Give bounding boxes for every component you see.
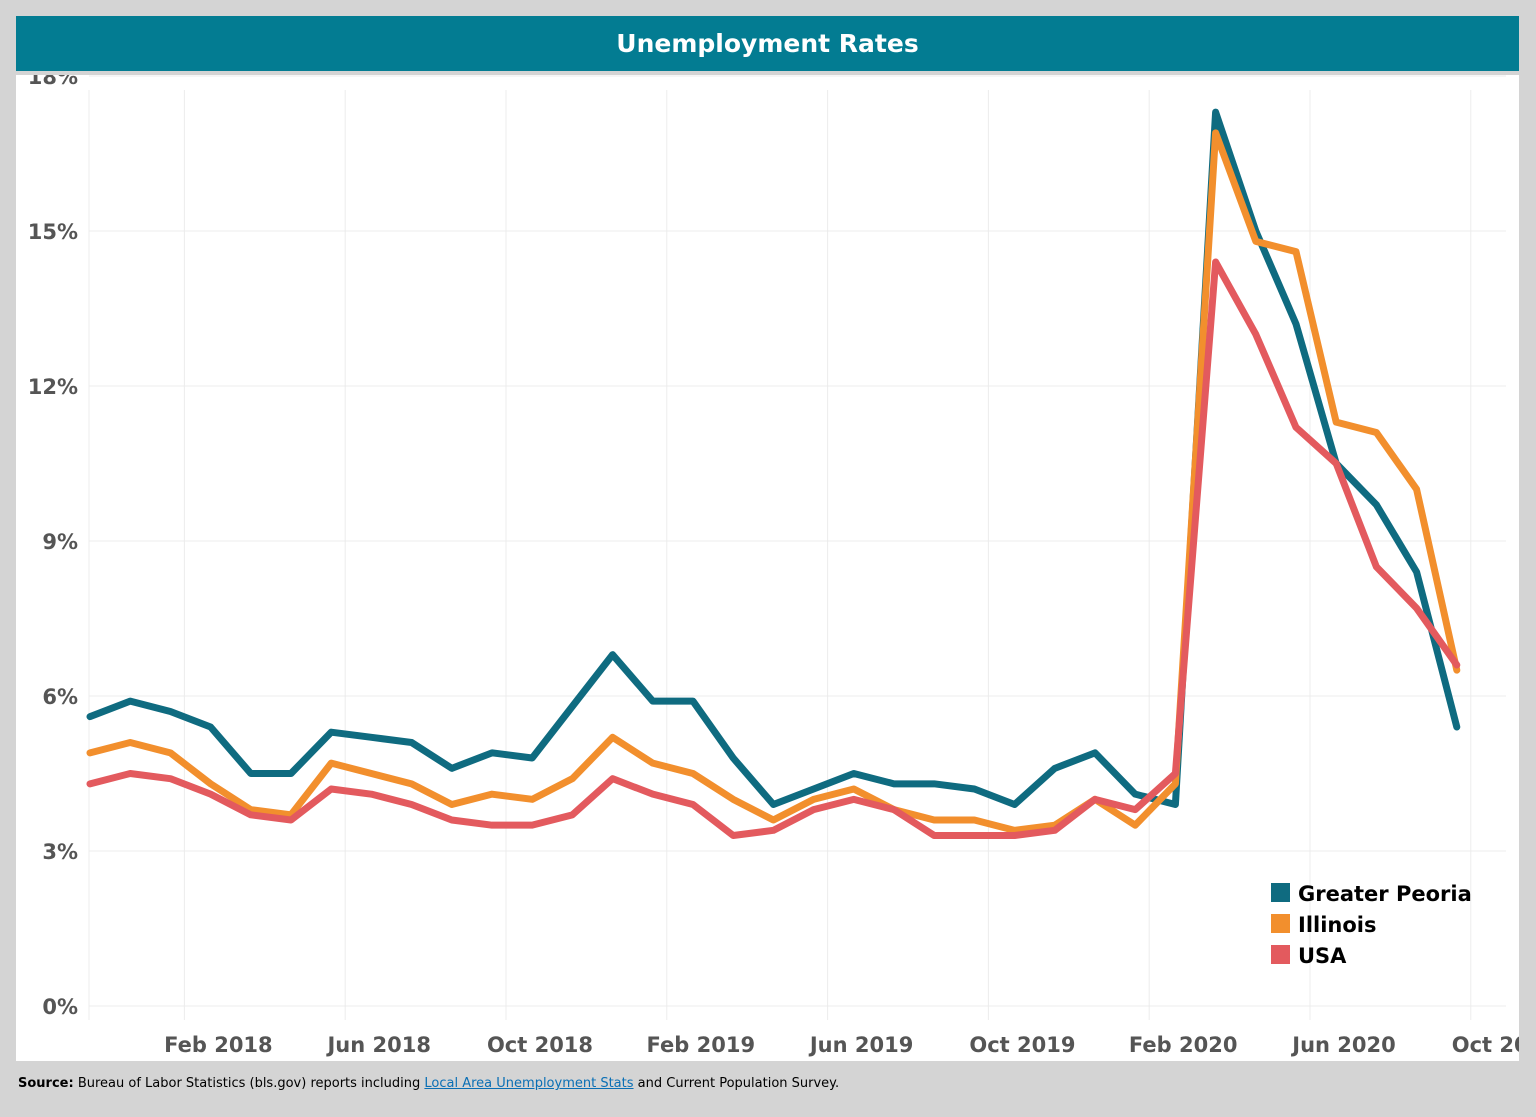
y-tick-label: 9% xyxy=(42,530,78,554)
x-tick-label: Oct 2019 xyxy=(969,1033,1075,1057)
legend-label: Greater Peoria xyxy=(1298,882,1472,906)
x-tick-label: Jun 2020 xyxy=(1290,1033,1395,1057)
x-tick-label: Jun 2019 xyxy=(808,1033,913,1057)
y-tick-label: 6% xyxy=(42,685,78,709)
legend: Greater Peoria Illinois USA xyxy=(1271,882,1472,968)
y-tick-label: 3% xyxy=(42,840,78,864)
source-text-end: and Current Population Survey. xyxy=(637,1076,840,1091)
y-tick-label: 18% xyxy=(28,75,78,89)
series-line-illinois xyxy=(86,129,1461,834)
x-tick-label: Feb 2020 xyxy=(1129,1033,1238,1057)
x-tick-label: Jun 2018 xyxy=(325,1033,430,1057)
x-tick-label: Oct 2018 xyxy=(487,1033,593,1057)
x-axis: Feb 2018 Jun 2018 Oct 2018 Feb 2019 Jun 2019… xyxy=(164,1033,1519,1057)
gridlines xyxy=(88,75,1506,1020)
x-tick-label: Feb 2018 xyxy=(164,1033,273,1057)
source-link[interactable]: Local Area Unemployment Stats xyxy=(424,1076,634,1091)
series-line-usa xyxy=(86,258,1461,839)
series-lines xyxy=(86,108,1461,839)
legend-swatch xyxy=(1271,945,1290,964)
y-tick-label: 0% xyxy=(42,995,78,1019)
x-tick-label: Feb 2019 xyxy=(647,1033,756,1057)
y-tick-label: 15% xyxy=(28,220,78,244)
y-axis: 0% 3% 6% 9% 12% 15% 18% xyxy=(28,75,78,1019)
chart-panel: 0% 3% 6% 9% 12% 15% 18% Feb 2018 Jun 2018 Oct 20… xyxy=(16,75,1519,1061)
chart-header: Unemployment Rates xyxy=(16,16,1519,71)
series-line-greater-peoria xyxy=(86,108,1461,808)
y-tick-label: 12% xyxy=(28,375,78,399)
source-text: Bureau of Labor Statistics (bls.gov) rep… xyxy=(77,1076,421,1091)
legend-swatch xyxy=(1271,914,1290,933)
source-note: Source: Bureau of Labor Statistics (bls.… xyxy=(18,1076,839,1091)
legend-label: Illinois xyxy=(1298,913,1376,937)
source-label: Source: xyxy=(18,1076,74,1091)
legend-swatch xyxy=(1271,883,1290,902)
legend-label: USA xyxy=(1298,944,1347,968)
x-tick-label: Oct 2020 xyxy=(1452,1033,1519,1057)
chart-title: Unemployment Rates xyxy=(616,29,919,58)
line-chart: 0% 3% 6% 9% 12% 15% 18% Feb 2018 Jun 2018 Oct 20… xyxy=(28,75,1519,1057)
